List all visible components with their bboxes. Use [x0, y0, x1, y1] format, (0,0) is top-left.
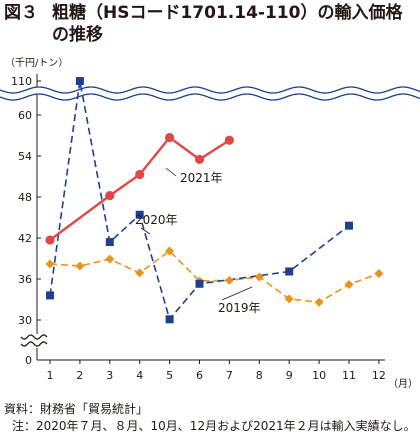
- data-point-square: [135, 210, 144, 219]
- data-point-circle: [224, 135, 234, 145]
- x-tick-label: 6: [196, 369, 203, 382]
- data-point-diamond: [105, 254, 115, 264]
- data-point-diamond: [284, 294, 294, 304]
- data-point-circle: [135, 169, 145, 180]
- y-tick-label-zero: 0: [25, 354, 32, 367]
- data-point-square: [75, 77, 84, 85]
- data-point-diamond: [254, 272, 264, 282]
- y-tick-label-top: 110: [11, 75, 32, 88]
- data-point-square: [285, 267, 294, 276]
- figure-footer: 資料：財務省「貿易統計」 注：2020年７月、８月、10月、12月および2021…: [4, 401, 418, 435]
- x-tick-label: 4: [136, 369, 143, 382]
- series-lines: [49, 80, 380, 321]
- figure-title: 粗糖（HSコード1701.14-110）の輸入価格の推移: [52, 3, 403, 45]
- y-tick-label: 48: [18, 191, 32, 204]
- series-label-leader: [140, 227, 151, 235]
- data-point-square: [345, 221, 353, 230]
- series-line-2: [49, 249, 380, 304]
- data-point-diamond: [314, 297, 324, 307]
- data-point-circle: [105, 191, 115, 201]
- y-break-gap: [21, 334, 49, 348]
- series-label-leader: [165, 167, 177, 177]
- y-tick-label: 54: [18, 150, 32, 163]
- chart-area: （千円/トン） （月） 110 30 36 42 48 54 60 0 1 2 3 4 5 6 7 8 9 10 1…: [0, 52, 420, 402]
- data-point-circle: [194, 154, 205, 165]
- data-point-diamond: [135, 268, 145, 278]
- series-label: 2019年: [218, 301, 261, 315]
- data-point-diamond: [224, 275, 234, 285]
- series-labels: 2021年 2020年 2019年: [135, 167, 261, 315]
- series-line-1: [49, 80, 350, 321]
- x-tick-label: 7: [226, 369, 233, 382]
- data-point-diamond: [75, 261, 85, 271]
- data-point-diamond: [45, 259, 55, 269]
- x-tick-label: 9: [286, 369, 293, 382]
- axis-break-wave: [0, 93, 420, 101]
- footnote: 注：2020年７月、８月、10月、12月および2021年２月は輸入実績なし。: [12, 419, 416, 433]
- y-break-wave: [20, 334, 48, 340]
- x-tick-label: 12: [372, 369, 386, 382]
- data-point-square: [165, 315, 174, 324]
- figure-header: 図３ 粗糖（HSコード1701.14-110）の輸入価格の推移: [4, 2, 418, 46]
- series-label-leader: [221, 286, 253, 301]
- x-tick-label: 2: [76, 369, 83, 382]
- y-tick-label: 36: [18, 273, 32, 286]
- x-tick-label: 10: [312, 369, 326, 382]
- series-line-0: [49, 135, 231, 241]
- data-point-diamond: [374, 269, 384, 279]
- data-point-diamond: [165, 246, 175, 256]
- series-markers: [45, 77, 384, 324]
- data-point-circle: [165, 132, 175, 143]
- axis-break-wave: [0, 86, 420, 94]
- y-tick-label: 30: [18, 314, 32, 327]
- y-axis-label: （千円/トン）: [5, 57, 68, 69]
- axis-breaks: [0, 86, 420, 348]
- y-break-wave: [20, 341, 48, 347]
- data-point-square: [195, 279, 204, 288]
- x-tick-label: 3: [106, 369, 113, 382]
- series-label: 2021年: [180, 171, 223, 185]
- x-tick-label: 1: [47, 369, 54, 382]
- x-axis-label: （月）: [388, 378, 418, 390]
- series-label: 2020年: [135, 213, 178, 227]
- data-point-square: [46, 291, 54, 300]
- y-tick-label: 60: [18, 109, 32, 122]
- y-tick-label: 42: [18, 232, 32, 245]
- data-point-square: [105, 238, 114, 247]
- x-tick-label: 11: [342, 369, 356, 382]
- data-point-circle: [45, 235, 55, 245]
- figure-label: 図３: [4, 3, 38, 23]
- data-point-diamond: [344, 279, 354, 289]
- x-tick-label: 8: [256, 369, 263, 382]
- source-note: 資料：財務省「貿易統計」: [4, 402, 149, 416]
- x-tick-label: 5: [166, 369, 173, 382]
